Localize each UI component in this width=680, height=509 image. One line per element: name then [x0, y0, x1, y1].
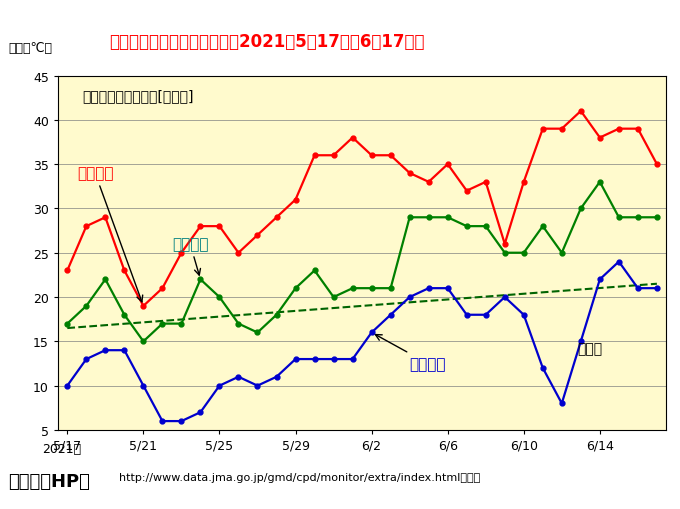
Text: 最低気温: 最低気温 — [375, 335, 446, 371]
Text: ＜気象庁HP＞: ＜気象庁HP＞ — [8, 472, 90, 490]
Text: 気象庁: 気象庁 — [578, 342, 603, 356]
Text: 平均気温: 平均気温 — [172, 237, 208, 275]
Text: ソルトレークシティの気温（2021年5月17日～6月17日）: ソルトレークシティの気温（2021年5月17日～6月17日） — [109, 33, 424, 51]
Text: 気温（℃）: 気温（℃） — [8, 42, 52, 55]
Text: 2021年: 2021年 — [42, 442, 82, 455]
Text: http://www.data.jma.go.jp/gmd/cpd/monitor/extra/index.htmlを引用: http://www.data.jma.go.jp/gmd/cpd/monito… — [119, 472, 480, 483]
Text: 最高気温: 最高気温 — [77, 166, 143, 302]
Text: ソルトレークシティ[ユタ州]: ソルトレークシティ[ユタ州] — [82, 89, 194, 103]
